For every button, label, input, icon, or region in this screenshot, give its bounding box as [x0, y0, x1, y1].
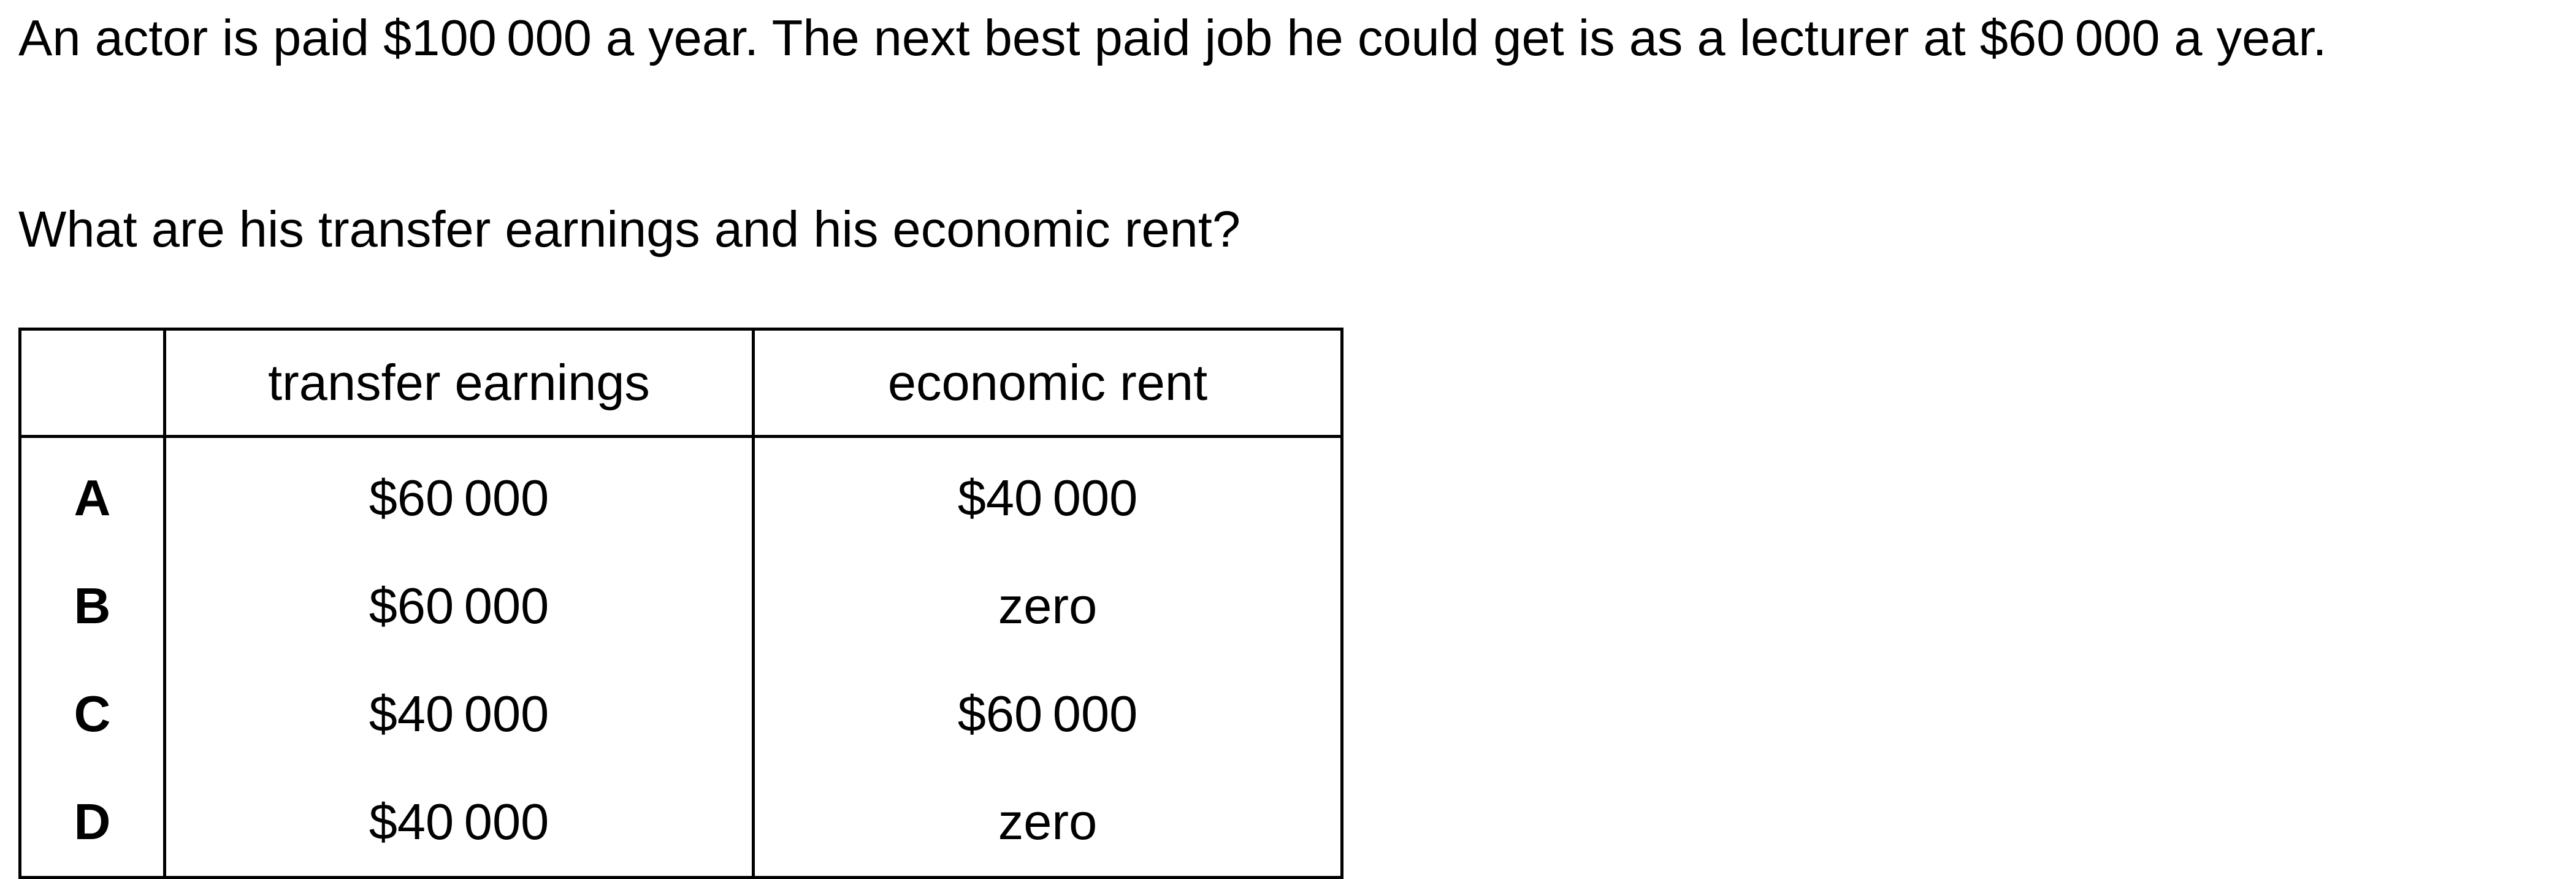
transfer-earnings-cell: $40 000	[163, 768, 755, 879]
option-letter: C	[18, 660, 166, 768]
economic-rent-cell: $60 000	[752, 660, 1343, 768]
transfer-earnings-cell: $60 000	[163, 552, 755, 660]
economic-rent-cell: zero	[752, 768, 1343, 879]
header-transfer-earnings: transfer earnings	[163, 328, 755, 438]
table-row[interactable]: A $60 000 $40 000	[18, 436, 1343, 552]
header-economic-rent: economic rent	[752, 328, 1343, 438]
economic-rent-cell: zero	[752, 552, 1343, 660]
answer-options-table: transfer earnings economic rent A $60 00…	[18, 328, 1343, 879]
option-letter: A	[18, 436, 166, 552]
header-option-column	[18, 328, 166, 438]
table-row[interactable]: C $40 000 $60 000	[18, 660, 1343, 768]
table-header-row: transfer earnings economic rent	[18, 328, 1343, 438]
transfer-earnings-cell: $60 000	[163, 436, 755, 552]
question-prompt: What are his transfer earnings and his e…	[18, 201, 1241, 258]
economic-rent-cell: $40 000	[752, 436, 1343, 552]
table-row[interactable]: D $40 000 zero	[18, 768, 1343, 879]
option-letter: B	[18, 552, 166, 660]
option-letter: D	[18, 768, 166, 879]
transfer-earnings-cell: $40 000	[163, 660, 755, 768]
table-row[interactable]: B $60 000 zero	[18, 552, 1343, 660]
question-stem: An actor is paid $100 000 a year. The ne…	[18, 9, 2327, 66]
